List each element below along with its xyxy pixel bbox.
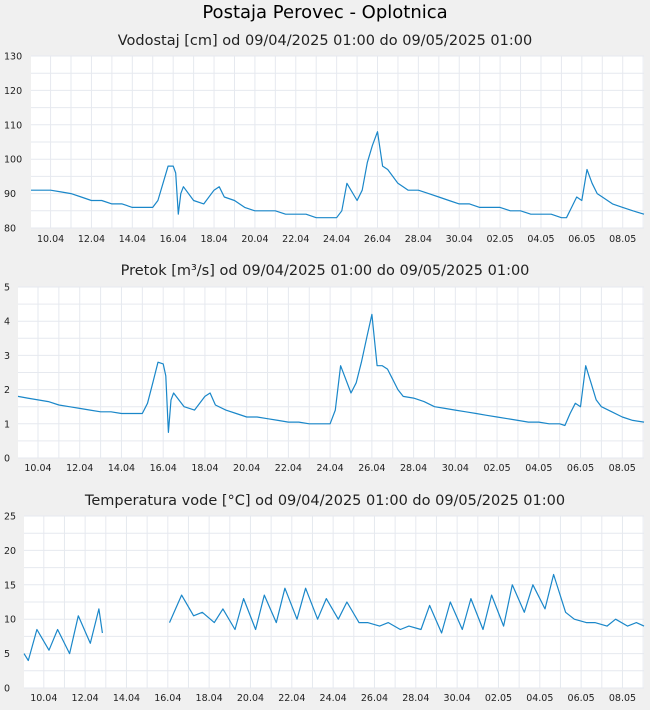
y-tick-label: 10	[4, 615, 16, 626]
y-tick-label: 120	[4, 86, 22, 97]
x-tick-label: 16.04	[160, 234, 187, 245]
x-tick-label: 02.05	[483, 463, 510, 474]
x-tick-label: 22.04	[275, 463, 302, 474]
x-tick-label: 20.04	[237, 693, 264, 704]
x-tick-label: 16.04	[150, 463, 177, 474]
page-title: Postaja Perovec - Oplotnica	[202, 2, 448, 23]
y-tick-label: 20	[4, 546, 16, 557]
x-tick-label: 18.04	[196, 693, 223, 704]
x-tick-label: 06.05	[568, 234, 595, 245]
x-tick-label: 28.04	[402, 693, 429, 704]
x-tick-label: 20.04	[233, 463, 260, 474]
x-tick-label: 14.04	[119, 234, 146, 245]
x-tick-label: 18.04	[200, 234, 227, 245]
x-tick-label: 02.05	[487, 234, 514, 245]
x-tick-label: 20.04	[241, 234, 268, 245]
y-tick-label: 5	[4, 283, 10, 294]
chart-title-1: Vodostaj [cm] od 09/04/2025 01:00 do 09/…	[118, 33, 532, 49]
x-tick-label: 18.04	[191, 463, 218, 474]
x-tick-label: 08.05	[609, 693, 636, 704]
y-tick-label: 4	[4, 317, 10, 328]
x-tick-label: 08.05	[609, 234, 636, 245]
x-tick-label: 24.04	[323, 234, 350, 245]
y-tick-label: 0	[4, 684, 10, 695]
series-line-1-1	[31, 131, 645, 219]
x-tick-label: 26.04	[361, 693, 388, 704]
x-tick-label: 12.04	[78, 234, 105, 245]
x-tick-label: 14.04	[113, 693, 140, 704]
x-tick-label: 22.04	[278, 693, 305, 704]
y-tick-label: 80	[4, 224, 16, 235]
x-tick-label: 08.05	[609, 463, 636, 474]
series-line-3-1	[23, 573, 645, 662]
x-tick-label: 10.04	[30, 693, 57, 704]
x-tick-label: 28.04	[400, 463, 427, 474]
x-tick-label: 02.05	[485, 693, 512, 704]
y-tick-label: 0	[4, 454, 10, 465]
y-tick-label: 90	[4, 189, 16, 200]
x-tick-label: 26.04	[364, 234, 391, 245]
x-tick-label: 26.04	[358, 463, 385, 474]
x-tick-label: 24.04	[320, 693, 347, 704]
chart-panel-1: Vodostaj [cm] od 09/04/2025 01:00 do 09/…	[4, 33, 645, 245]
series-line-2-1	[17, 313, 645, 433]
y-tick-label: 25	[4, 512, 16, 523]
y-tick-label: 110	[4, 120, 22, 131]
y-tick-label: 130	[4, 52, 22, 63]
y-tick-label: 2	[4, 385, 10, 396]
x-tick-label: 24.04	[317, 463, 344, 474]
x-tick-label: 30.04	[442, 463, 469, 474]
x-tick-label: 12.04	[72, 693, 99, 704]
chart-title-3: Temperatura vode [°C] od 09/04/2025 01:0…	[84, 493, 565, 509]
x-tick-label: 06.05	[567, 463, 594, 474]
x-tick-label: 30.04	[444, 693, 471, 704]
x-tick-label: 04.05	[525, 463, 552, 474]
x-tick-label: 16.04	[154, 693, 181, 704]
x-tick-label: 12.04	[66, 463, 93, 474]
x-tick-label: 14.04	[108, 463, 135, 474]
y-tick-label: 1	[4, 419, 10, 430]
y-tick-label: 3	[4, 351, 10, 362]
x-tick-label: 28.04	[405, 234, 432, 245]
x-tick-label: 04.05	[527, 234, 554, 245]
x-tick-label: 30.04	[446, 234, 473, 245]
x-tick-label: 06.05	[568, 693, 595, 704]
x-tick-label: 10.04	[24, 463, 51, 474]
chart-title-2: Pretok [m³/s] od 09/04/2025 01:00 do 09/…	[121, 263, 530, 279]
x-tick-label: 10.04	[37, 234, 64, 245]
y-tick-label: 5	[4, 649, 10, 660]
x-tick-label: 04.05	[526, 693, 553, 704]
chart-panel-3: Temperatura vode [°C] od 09/04/2025 01:0…	[4, 493, 645, 704]
chart-panel-2: Pretok [m³/s] od 09/04/2025 01:00 do 09/…	[4, 263, 645, 474]
y-tick-label: 15	[4, 580, 16, 591]
x-tick-label: 22.04	[282, 234, 309, 245]
y-tick-label: 100	[4, 155, 22, 166]
